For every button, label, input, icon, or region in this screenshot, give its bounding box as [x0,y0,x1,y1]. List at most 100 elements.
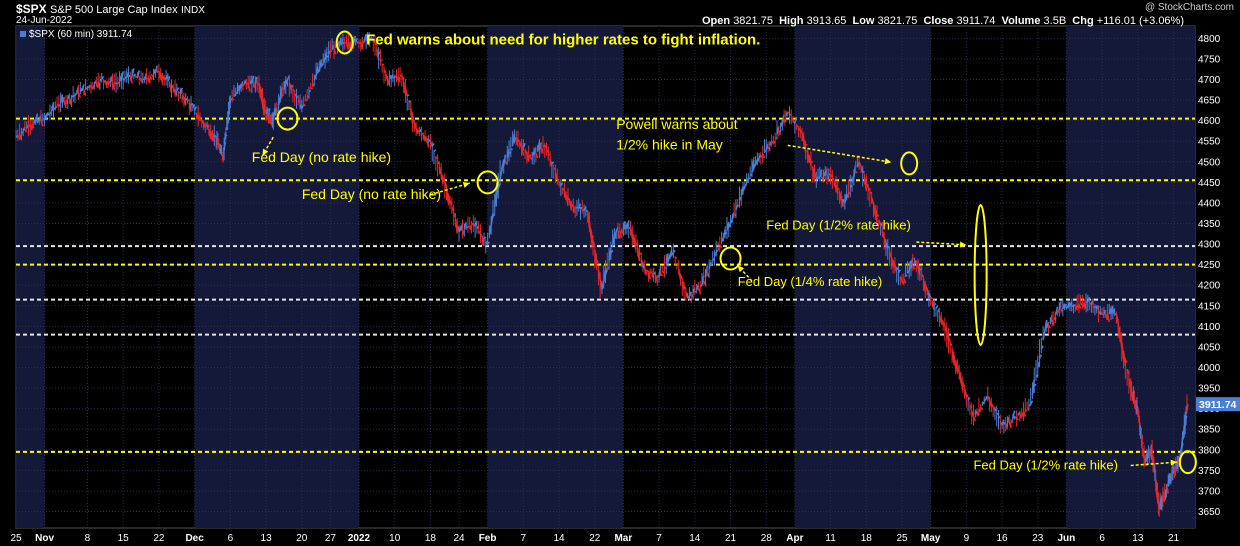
annotation-label: Fed Day (1/2% rate hike) [973,458,1118,473]
x-tick-label: 7 [656,533,662,544]
x-tick-label: 11 [825,533,836,544]
volume-label: Volume [1001,15,1041,27]
annotation-arrow [916,241,967,246]
open-label: Open [702,15,731,27]
y-tick-label: 3800 [1198,445,1221,456]
y-tick-label: 4550 [1198,137,1221,148]
annotation-label: Fed Day (no rate hike) [252,149,391,165]
y-tick-label: 4400 [1198,198,1221,209]
annotation-label: Fed Day (1/2% rate hike) [766,218,911,233]
month-band [487,26,624,528]
x-tick-label: 23 [1032,533,1044,544]
chg-value: +116.01 (+3.06%) [1096,15,1184,27]
volume-value: 3.5B [1043,15,1067,27]
x-tick-label: 15 [118,533,130,544]
annotation-arrowhead [462,182,470,188]
month-band [1066,26,1195,528]
price-segment [365,31,369,41]
annotation-arrowhead [884,158,892,165]
annotations: Fed warns about need for higher rates to… [252,30,1197,475]
y-tick-label: 4450 [1198,178,1221,189]
y-tick-label: 3750 [1198,466,1221,477]
y-axis: 3650370037503800385039003950400040504100… [1196,34,1240,518]
y-tick-label: 4000 [1198,363,1221,374]
x-tick-label: 28 [761,533,773,544]
annotation-circle [900,151,919,176]
x-tick-label: 22 [153,533,165,544]
x-tick-label: Mar [614,533,632,544]
chart-symbol: $SPX S&P 500 Large Cap Index INDX [16,2,205,16]
x-tick-label: 24 [453,533,465,544]
x-tick-label: 22 [589,533,601,544]
annotation-circle [476,170,499,195]
x-tick-label: May [921,533,941,544]
annotation-arrowhead [262,148,269,156]
price-series [15,31,1189,517]
annotation-arrowhead [959,241,967,248]
low-value: 3821.75 [877,15,918,27]
x-tick-label: 20 [296,533,308,544]
annotation-label: Fed warns about need for higher rates to… [366,32,760,49]
annotation-circle [276,106,299,131]
annotation-arrowhead [1170,459,1178,466]
legend-text: $SPX (60 min) 3911.74 [29,29,133,40]
y-tick-label: 4750 [1198,54,1221,65]
y-tick-label: 4500 [1198,157,1221,168]
annotation-arrow [1130,461,1178,467]
y-tick-label: 4250 [1198,260,1221,271]
high-value: 3913.65 [806,15,847,27]
month-band [16,26,45,528]
chg-label: Chg [1072,15,1094,27]
x-tick-label: 18 [861,533,873,544]
x-tick-label: 6 [1099,533,1105,544]
watermark: @ StockCharts.com [1144,2,1234,13]
symbol: $SPX [16,2,47,16]
price-segment [92,84,96,90]
y-tick-label: 3700 [1198,486,1221,497]
y-tick-label: 3650 [1198,507,1221,518]
last-value-label: 3911.74 [1199,399,1237,411]
month-band [794,26,931,528]
x-tick-label: 6 [228,533,234,544]
chart-bands [15,25,1196,529]
annotation-label: Powell warns about [616,116,738,132]
x-tick-label: Nov [35,533,54,544]
x-tick-label: 10 [389,533,401,544]
x-tick-label: 13 [1132,533,1144,544]
x-tick-label: 27 [325,533,337,544]
x-tick-label: Apr [786,533,803,544]
y-tick-label: 4350 [1198,219,1221,230]
y-tick-label: 4050 [1198,342,1221,353]
y-tick-label: 4600 [1198,116,1221,127]
annotation-label: 1/2% hike in May [616,136,723,152]
x-tick-label: 9 [964,533,970,544]
x-axis: 25 Nov 8 15 22 Dec 6 13 20 27 2022 10 18 24 Feb 7 14 22 Ma… [10,533,1179,544]
high-label: High [779,15,804,27]
annotation-label: Fed Day (1/4% rate hike) [738,274,883,289]
x-tick-label: 2022 [348,533,371,544]
annotation-circle [973,203,988,346]
last-value-box [1196,397,1240,412]
y-tick-label: 4100 [1198,322,1221,333]
price-segment [619,230,623,239]
y-tick-label: 4650 [1198,96,1221,107]
annotation-circle [1178,450,1197,475]
close-label: Close [923,15,954,27]
low-label: Low [852,15,875,27]
y-tick-label: 4700 [1198,75,1221,86]
index-name: S&P 500 Large Cap Index [50,4,178,16]
annotation-label: Fed Day (no rate hike) [302,186,441,202]
x-tick-label: 25 [10,533,22,544]
exchange: INDX [181,5,205,16]
x-tick-label: 25 [896,533,908,544]
x-tick-label: 14 [689,533,701,544]
x-tick-label: Jun [1057,533,1075,544]
annotation-arrow [787,144,892,163]
series-legend: $SPX (60 min) 3911.74 [20,29,132,40]
chart-date: 24-Jun-2022 [16,15,73,26]
x-tick-label: 21 [1168,533,1180,544]
annotation-arrowhead [737,265,745,273]
x-tick-label: 14 [553,533,565,544]
x-tick-label: 16 [997,533,1009,544]
